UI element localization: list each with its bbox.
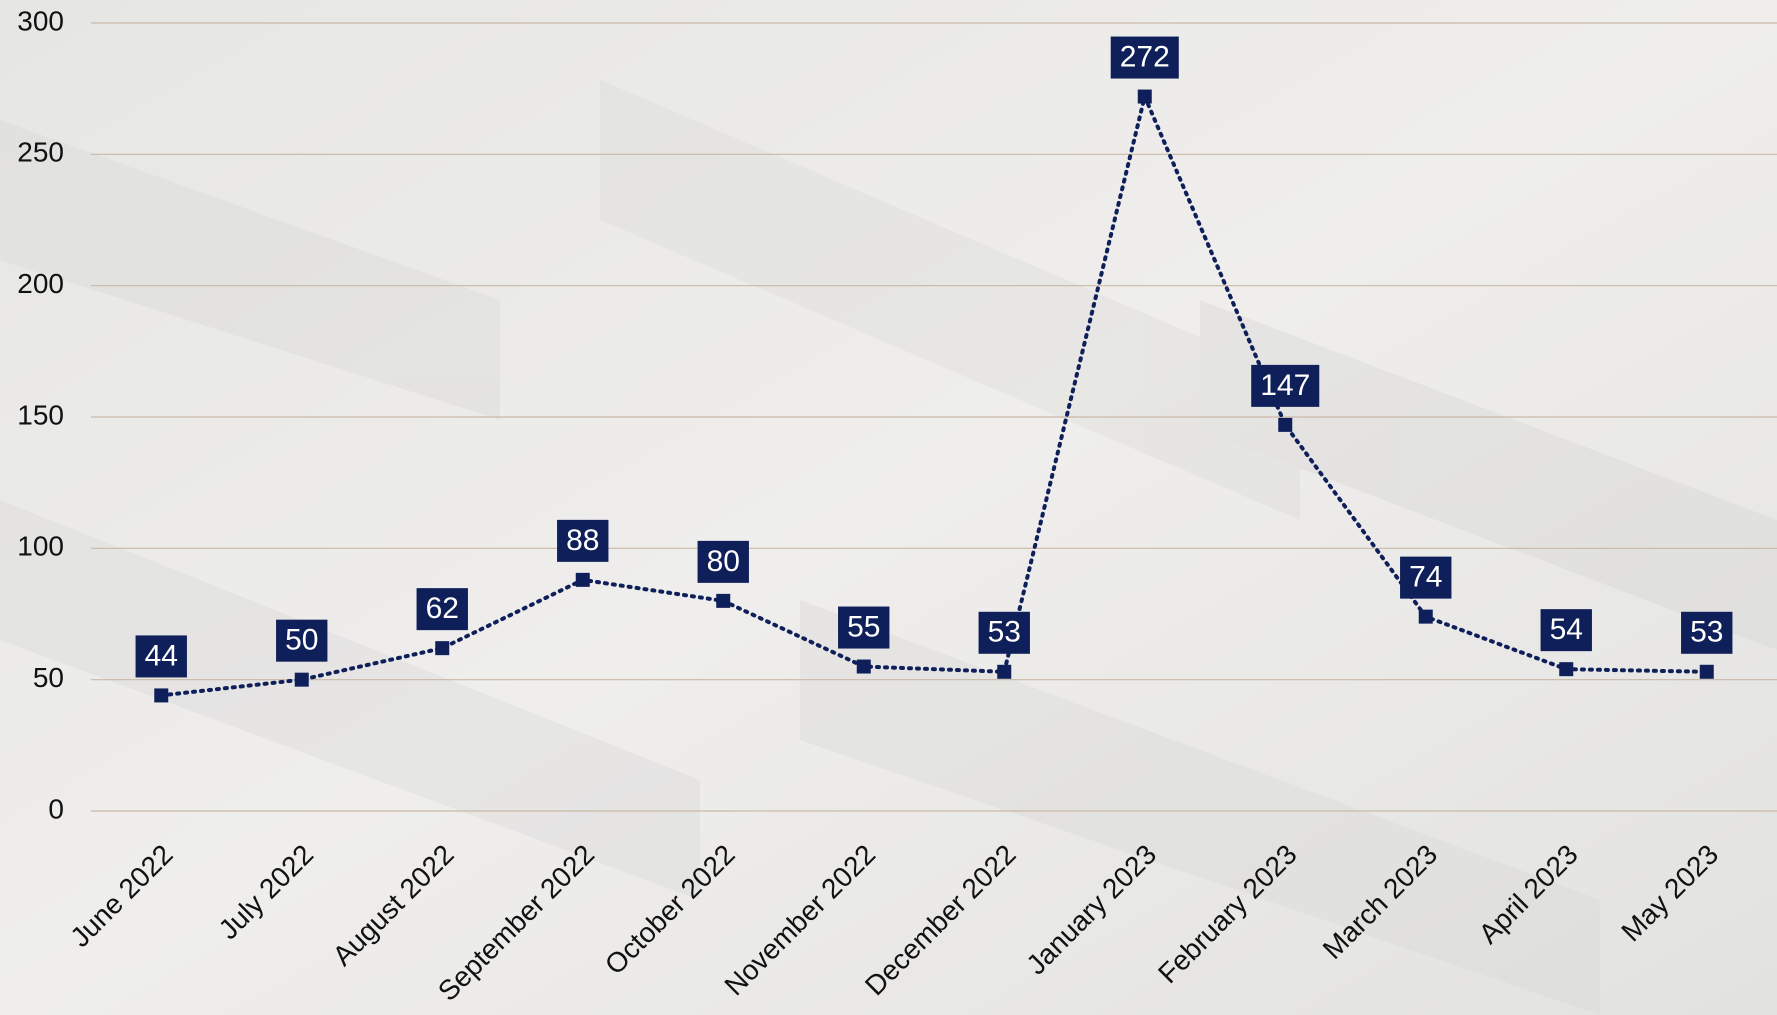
data-label-text: 55 [847,610,880,643]
data-label-box [978,611,1030,654]
marker [154,688,169,703]
data-label-text: 50 [285,624,318,657]
marker [716,593,731,608]
data-label-box [557,519,609,562]
data-label: 53 [1681,611,1733,654]
y-tick-label: 250 [17,137,64,168]
data-label: 54 [1540,609,1592,652]
data-label-box [416,588,468,631]
marker [856,659,871,674]
data-label-text: 88 [566,524,599,557]
data-label-text: 80 [707,545,740,578]
background-decor [0,80,1777,1015]
y-tick-label: 200 [17,268,64,299]
data-label: 147 [1251,364,1320,407]
data-label-box [1400,556,1452,599]
marker [1418,609,1433,624]
data-label-text: 53 [988,616,1021,649]
data-label: 53 [978,611,1030,654]
data-label-box [135,635,187,678]
y-tick-label: 100 [17,531,64,562]
data-label-box [697,540,749,583]
data-label: 55 [838,606,890,649]
data-label: 272 [1110,36,1179,79]
data-label-box [1251,364,1320,407]
marker [1699,664,1714,679]
marker [575,572,590,587]
data-label-text: 147 [1260,369,1310,402]
data-label-text: 54 [1550,613,1583,646]
data-label-box [1110,36,1179,79]
data-label-box [838,606,890,649]
data-label: 74 [1400,556,1452,599]
marker [1278,417,1293,432]
marker [435,641,450,656]
data-label-box [1681,611,1733,654]
data-label: 88 [557,519,609,562]
data-label: 50 [276,619,328,662]
data-label-text: 53 [1690,616,1723,649]
data-label-text: 62 [426,592,459,625]
data-label-text: 44 [145,639,178,672]
y-tick-label: 150 [17,399,64,430]
data-label-box [1540,609,1592,652]
marker [1137,89,1152,104]
data-label-box [276,619,328,662]
marker [294,672,309,687]
marker [1559,662,1574,677]
line [159,90,1709,698]
data-label-text: 272 [1120,40,1170,73]
y-tick-label: 50 [33,662,64,693]
y-tick-label: 300 [17,5,64,36]
marker [997,664,1012,679]
data-label: 62 [416,588,468,631]
data-label: 80 [697,540,749,583]
data-label: 44 [135,635,187,678]
data-label-text: 74 [1409,561,1442,594]
y-tick-label: 0 [48,793,64,824]
